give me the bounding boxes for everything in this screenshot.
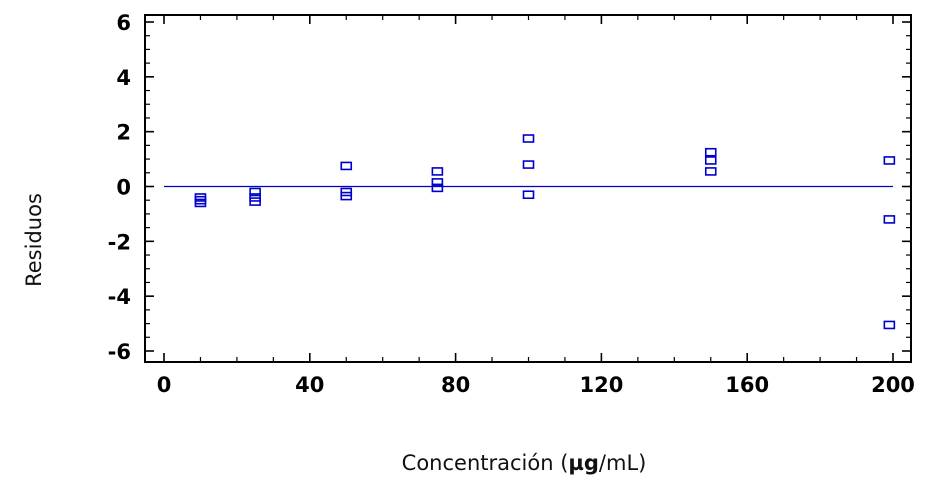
plot-frame (144, 14, 912, 363)
y-tick-label: 6 (116, 11, 131, 35)
x-axis-title-prefix: Concentración ( (402, 451, 569, 475)
x-tick-label: 120 (579, 373, 623, 397)
data-point (522, 190, 535, 200)
data-point (431, 167, 444, 176)
data-point (704, 167, 717, 176)
x-axis-title-unit: µg (568, 451, 599, 475)
data-point (704, 147, 717, 157)
data-point (194, 198, 207, 208)
x-tick-label: 200 (871, 373, 915, 397)
y-tick-label: -2 (108, 230, 131, 254)
data-point (883, 320, 896, 330)
x-tick-label: 160 (725, 373, 769, 397)
y-axis-title: Residuos (22, 193, 46, 287)
y-tick-label: 4 (116, 66, 131, 90)
x-tick-label: 80 (441, 373, 470, 397)
y-tick-label: 0 (116, 176, 131, 200)
data-point (704, 156, 717, 165)
x-axis-title: Concentración (µg/mL) (402, 451, 647, 475)
data-point (522, 160, 535, 169)
data-point (249, 197, 261, 206)
y-tick-label: -6 (108, 340, 131, 364)
data-point (340, 161, 353, 171)
x-tick-label: 40 (295, 373, 324, 397)
data-point (431, 183, 444, 193)
data-point (431, 178, 444, 187)
y-tick-label: -4 (108, 285, 131, 309)
x-tick-label: 0 (157, 373, 172, 397)
data-point (249, 187, 261, 197)
x-axis-title-suffix: /mL) (599, 451, 646, 475)
y-tick-label: 2 (116, 121, 131, 145)
data-point (522, 134, 535, 143)
data-point (340, 191, 353, 201)
data-point (883, 215, 896, 224)
data-point (883, 156, 896, 165)
